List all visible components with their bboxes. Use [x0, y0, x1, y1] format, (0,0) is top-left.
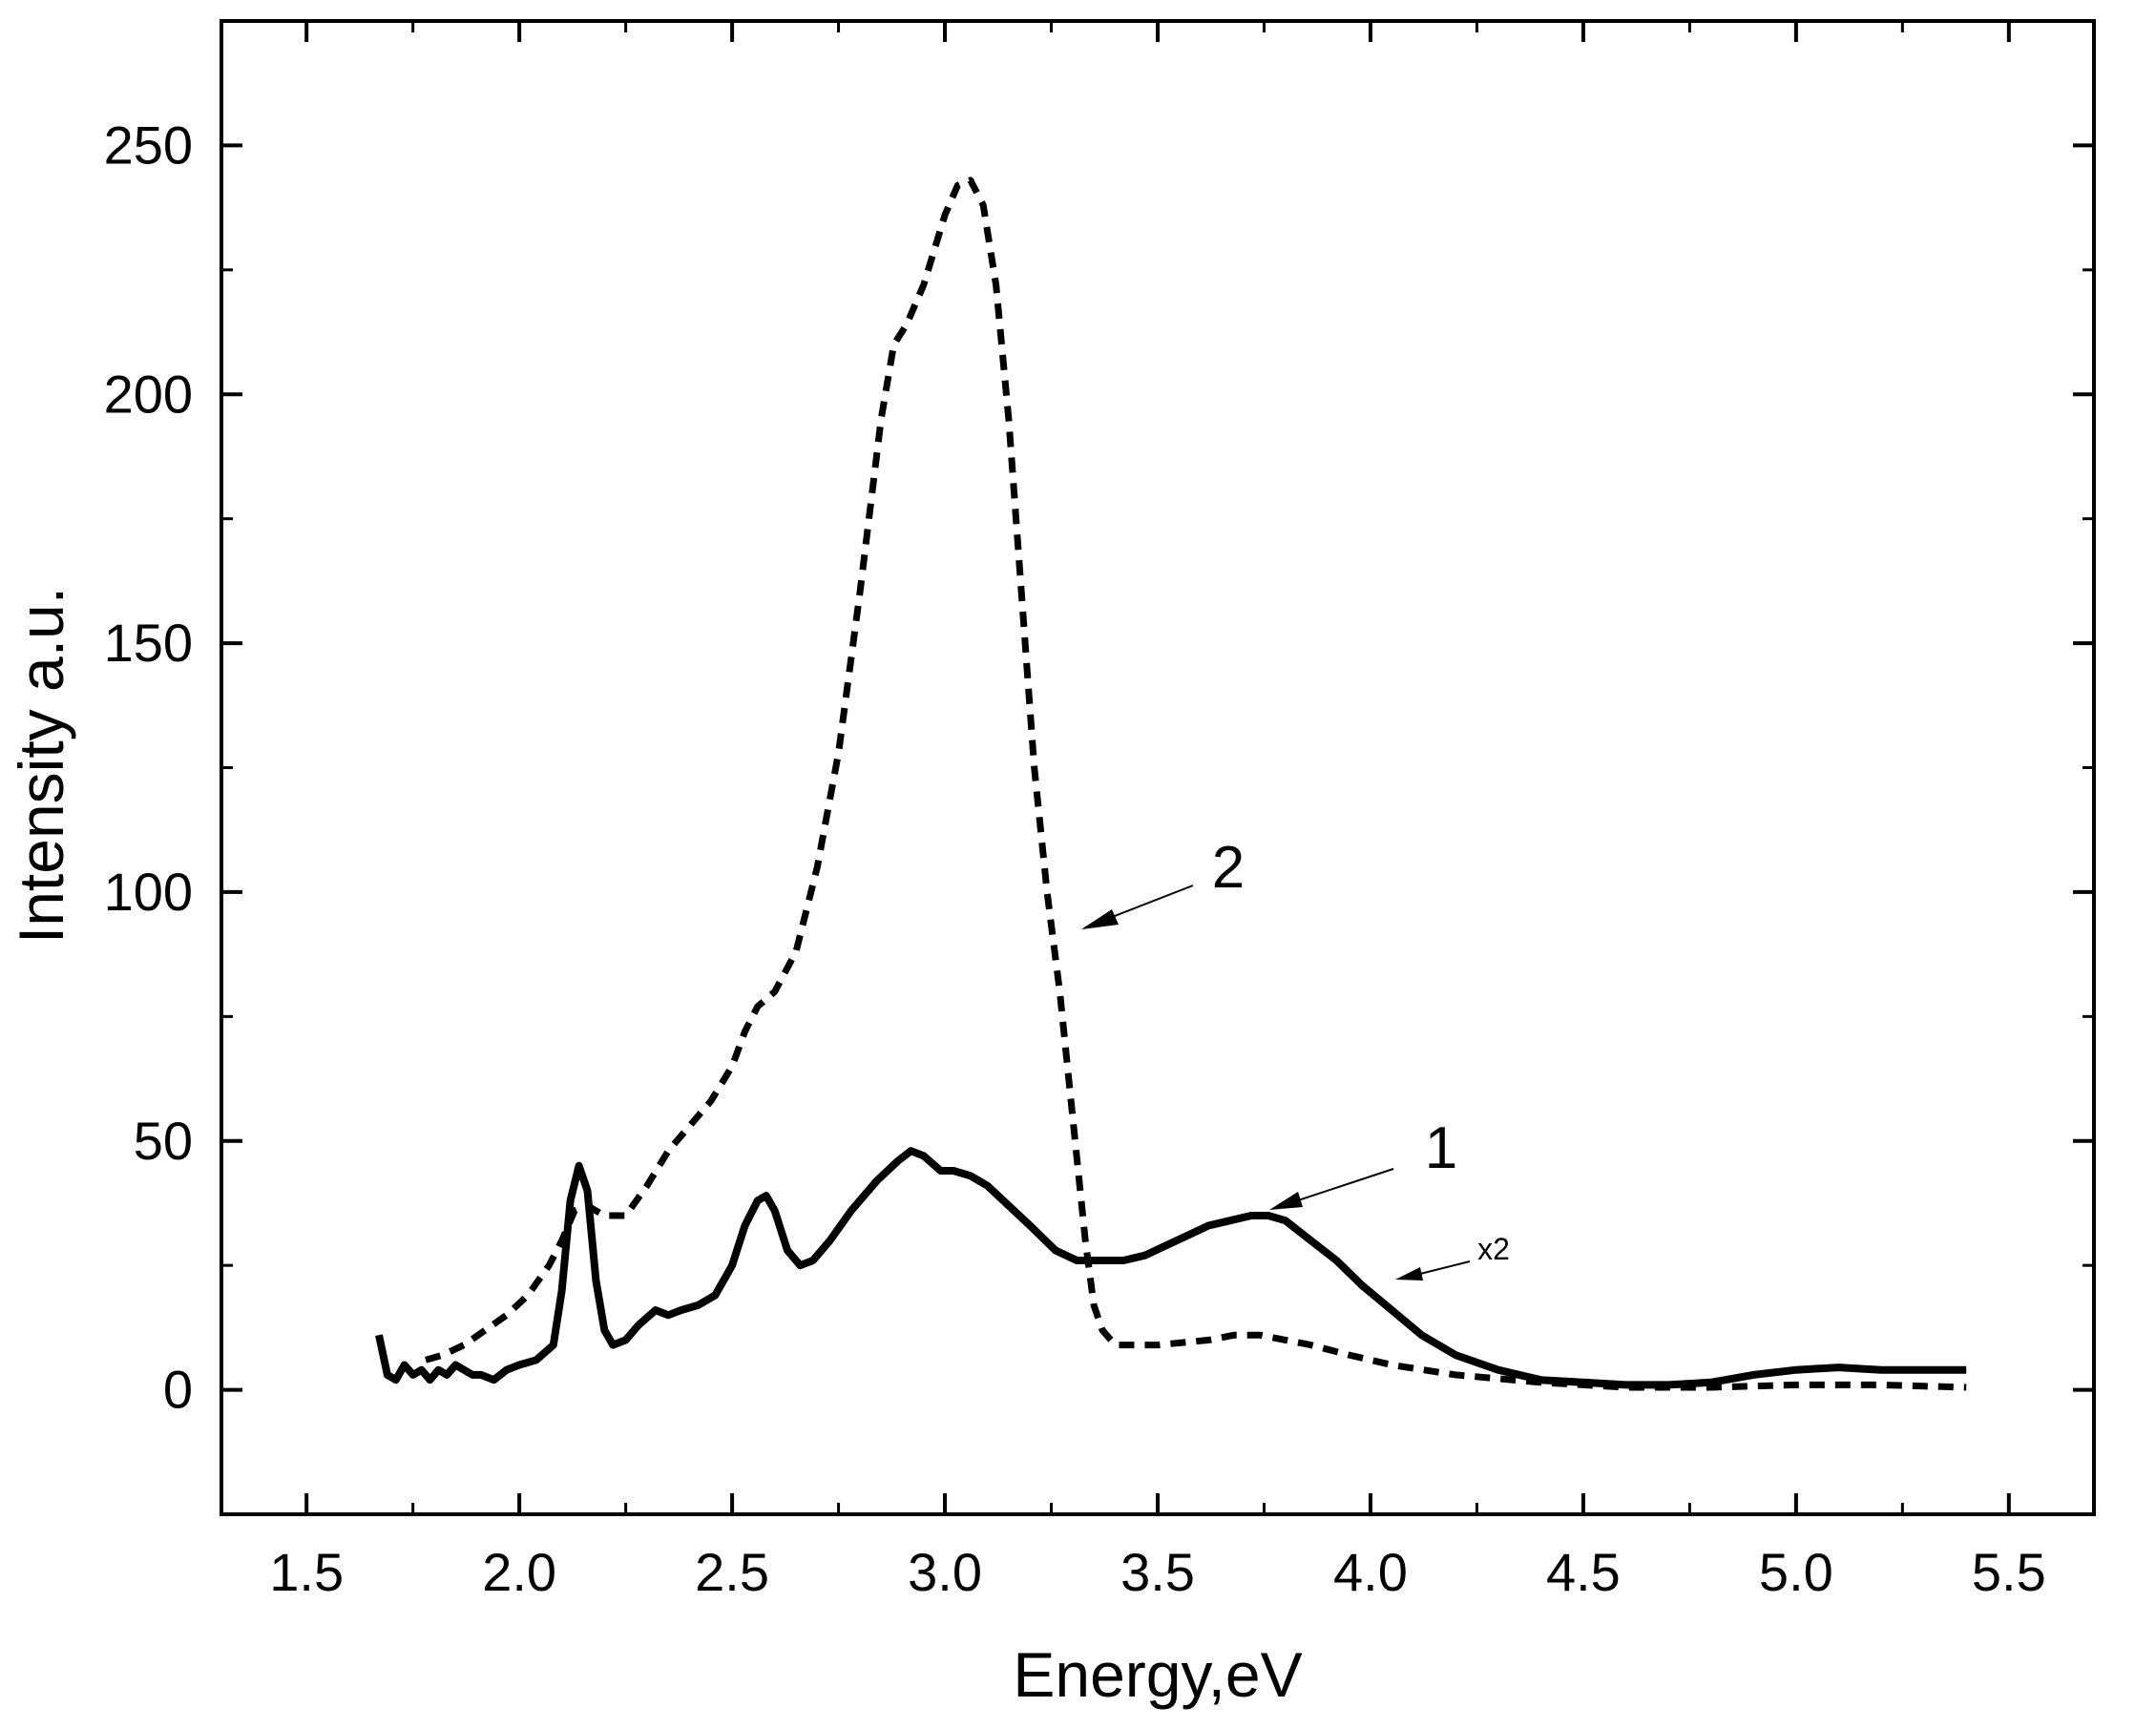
annotation-2-arrowhead: [1081, 909, 1119, 929]
series-layer: [375, 177, 1967, 1391]
x-tick-label: 2.0: [482, 1542, 556, 1602]
x-axis-title: Energy,eV: [1013, 1639, 1302, 1710]
y-tick-label: 150: [104, 613, 193, 673]
annotation-1: 1: [1269, 1115, 1457, 1210]
y-tick-label: 250: [104, 115, 193, 175]
y-tick-label: 200: [104, 364, 193, 424]
x-tick-label: 3.0: [908, 1542, 982, 1602]
annotation-2: 2: [1081, 835, 1245, 929]
y-tick-label: 50: [134, 1111, 193, 1171]
y-tick-label: 100: [104, 862, 193, 922]
x-tick-label: 5.5: [1972, 1542, 2046, 1602]
annotation-x2-label: x2: [1477, 1232, 1510, 1266]
x-tick-label: 4.5: [1546, 1542, 1621, 1602]
labels-layer: 1.5 2.0 2.5 3.0 3.5 4.0 4.5 5.0 5.5 0 50 100 150 200 2…: [104, 115, 2046, 1602]
x-tick-label: 1.5: [269, 1542, 344, 1602]
plot-frame: [220, 19, 2096, 1516]
annotation-x2: x2: [1395, 1232, 1510, 1280]
x-tick-label: 5.0: [1759, 1542, 1833, 1602]
y-tick-label: 0: [163, 1360, 193, 1420]
y-axis-title: Intensity a.u.: [6, 587, 76, 944]
x-tick-label: 4.0: [1333, 1542, 1408, 1602]
annotation-1-arrowhead: [1269, 1192, 1303, 1210]
annotation-2-label: 2: [1212, 835, 1245, 901]
annotation-x2-arrowhead: [1395, 1267, 1423, 1280]
ticks-layer: [221, 21, 2094, 1514]
x-tick-label: 3.5: [1120, 1542, 1195, 1602]
series-1-line: [375, 1147, 1967, 1389]
annotation-1-label: 1: [1425, 1115, 1457, 1181]
x-tick-label: 2.5: [695, 1542, 769, 1602]
